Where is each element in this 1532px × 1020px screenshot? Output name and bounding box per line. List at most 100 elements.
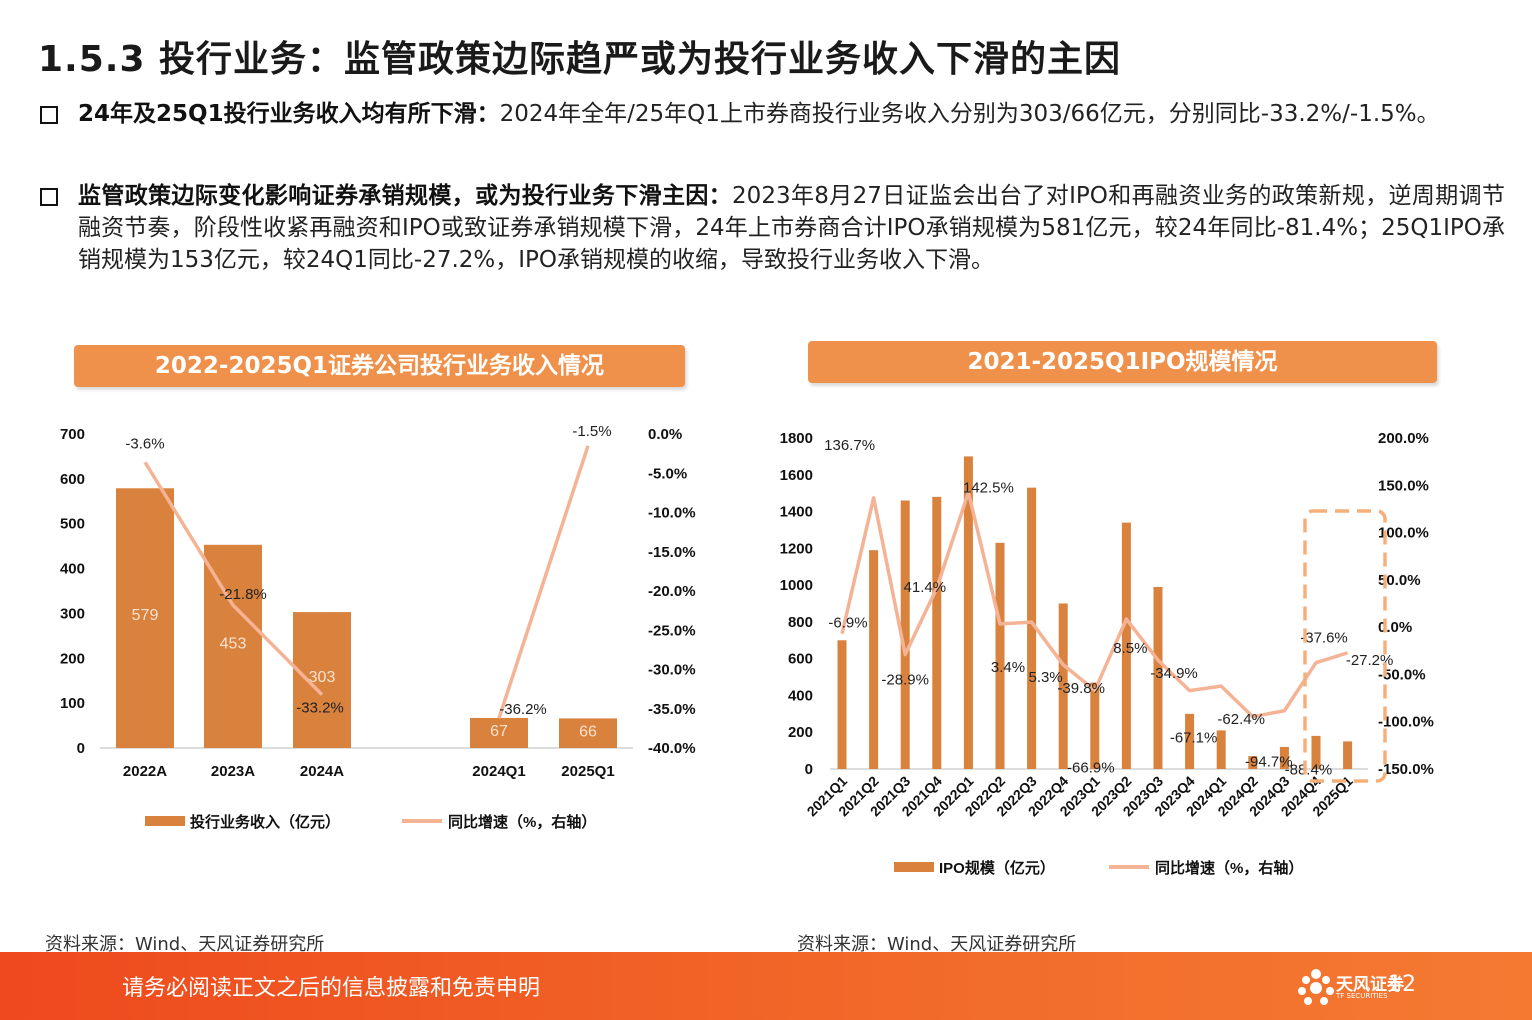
left-tick-label: 1000 xyxy=(780,577,813,594)
logo-subtext: TF SECURITIES xyxy=(1336,992,1388,1000)
legend-line-label: 同比增速（%，右轴） xyxy=(448,813,596,831)
right-tick-label: 0.0% xyxy=(648,426,682,443)
left-tick-label: 1600 xyxy=(780,467,813,484)
right-tick-label: 150.0% xyxy=(1378,477,1429,494)
right-tick-label: 50.0% xyxy=(1378,572,1421,589)
bar xyxy=(1185,713,1195,769)
bar xyxy=(293,612,351,748)
highlight-dashed-box xyxy=(1303,509,1387,783)
bar xyxy=(1027,487,1037,769)
legend-bar-swatch xyxy=(145,816,185,826)
bar xyxy=(1343,741,1353,769)
right-tick-label: -50.0% xyxy=(1378,666,1426,683)
x-tick-label: 2024A xyxy=(300,763,344,780)
bullet-box-icon xyxy=(40,106,58,124)
chart2-source: 资料来源：Wind、天风证券研究所 xyxy=(797,934,1077,955)
right-tick-label: 0.0% xyxy=(1378,619,1412,636)
line-value-label: -3.6% xyxy=(125,435,164,452)
footer-disclaimer: 请务必阅读正文之后的信息披露和免责申明 xyxy=(122,976,541,1001)
tf-logo-icon xyxy=(1298,969,1334,1005)
right-tick-label: -20.0% xyxy=(648,583,696,600)
line-value-label: 5.3% xyxy=(1028,669,1062,686)
chart1-source: 资料来源：Wind、天风证券研究所 xyxy=(45,934,325,955)
bar xyxy=(1090,682,1100,769)
line-series xyxy=(840,490,1349,719)
line-value-label: -33.2% xyxy=(296,700,344,717)
bar xyxy=(1248,756,1258,769)
bar xyxy=(1058,603,1068,769)
bar xyxy=(116,488,174,748)
bar xyxy=(1153,586,1163,769)
left-tick-label: 0 xyxy=(77,740,85,757)
line-value-label: 136.7% xyxy=(824,437,875,454)
left-tick-label: 500 xyxy=(60,516,85,533)
x-tick-label: 2025Q1 xyxy=(561,763,614,780)
left-tick-label: 0 xyxy=(805,761,813,778)
bar xyxy=(559,718,617,748)
bar xyxy=(963,456,973,769)
bar xyxy=(1121,522,1131,769)
line-value-label: -27.2% xyxy=(1346,652,1394,669)
bar xyxy=(995,542,1005,769)
bar-value-label: 579 xyxy=(132,607,159,624)
legend-bar-swatch xyxy=(894,862,934,872)
bar xyxy=(1216,730,1226,769)
bar xyxy=(869,550,879,769)
right-tick-label: -25.0% xyxy=(648,622,696,639)
line-value-label: -6.9% xyxy=(828,615,867,632)
bar xyxy=(1311,735,1321,769)
right-tick-label: -5.0% xyxy=(648,465,687,482)
right-tick-label: 100.0% xyxy=(1378,525,1429,542)
chart1-svg: 0 100 200 300 400 500 600 700 -40.0% -35.0% -30.0%… xyxy=(60,423,696,831)
right-tick-label: 200.0% xyxy=(1378,430,1429,447)
line-value-label: -66.9% xyxy=(1067,759,1115,776)
legend-line-label: 同比增速（%，右轴） xyxy=(1155,859,1303,877)
right-tick-label: -100.0% xyxy=(1378,714,1434,731)
right-tick-label: -30.0% xyxy=(648,662,696,679)
right-tick-label: -150.0% xyxy=(1378,761,1434,778)
line-value-label: -37.6% xyxy=(1300,630,1348,647)
bar-value-label: 303 xyxy=(309,669,336,686)
bar xyxy=(837,640,847,769)
bar xyxy=(900,500,910,769)
bullet-2-bold: 监管政策边际变化影响证券承销规模，或为投行业务下滑主因： xyxy=(78,183,733,209)
footer-bar: 请务必阅读正文之后的信息披露和免责申明 天风证券 TF SECURITIES 1… xyxy=(0,952,1532,1020)
legend-bar-label: IPO规模（亿元） xyxy=(939,859,1055,877)
bar xyxy=(470,717,528,748)
left-tick-label: 200 xyxy=(788,724,813,741)
logo-text: 天风证券 xyxy=(1336,975,1404,995)
bar-value-label: 67 xyxy=(490,723,508,740)
left-tick-label: 100 xyxy=(60,695,85,712)
bullet-box-icon xyxy=(40,188,58,206)
right-tick-label: -40.0% xyxy=(648,740,696,757)
left-tick-label: 600 xyxy=(788,651,813,668)
line-value-label: -88.4% xyxy=(1285,762,1333,779)
bar xyxy=(932,496,942,769)
line-series-segment xyxy=(497,445,590,719)
left-tick-label: 400 xyxy=(788,687,813,704)
bullet-2: 监管政策边际变化影响证券承销规模，或为投行业务下滑主因：2023年8月27日证监… xyxy=(40,180,1505,276)
bullet-1: 24年及25Q1投行业务收入均有所下滑：2024年全年/25年Q1上市券商投行业… xyxy=(40,98,1505,130)
bar xyxy=(1279,746,1289,769)
bar-value-label: 453 xyxy=(220,635,247,652)
page-number: 12 xyxy=(1388,972,1416,997)
bar xyxy=(204,544,262,748)
line-value-label: -67.1% xyxy=(1170,730,1218,747)
legend-bar-label: 投行业务收入（亿元） xyxy=(190,813,340,831)
bullet-1-bold: 24年及25Q1投行业务收入均有所下滑： xyxy=(78,101,500,127)
line-value-label: -39.8% xyxy=(1057,680,1105,697)
line-value-label: -34.9% xyxy=(1150,665,1198,682)
left-tick-label: 400 xyxy=(60,561,85,578)
left-tick-label: 200 xyxy=(60,650,85,667)
x-tick-label: 2024Q1 xyxy=(472,763,525,780)
line-value-label: 8.5% xyxy=(1113,640,1147,657)
bullet-2-text: 2023年8月27日证监会出台了对IPO和再融资业务的政策新规，逆周期调节融资节… xyxy=(78,183,1505,273)
left-tick-label: 800 xyxy=(788,614,813,631)
line-value-label: 3.4% xyxy=(991,659,1025,676)
left-tick-label: 600 xyxy=(60,471,85,488)
left-tick-label: 1800 xyxy=(780,430,813,447)
line-series-segment xyxy=(143,461,324,696)
left-tick-label: 300 xyxy=(60,605,85,622)
chart2-svg: 0 200 400 600 800 1000 1200 1400 1600 1800 -150.0%… xyxy=(780,430,1434,877)
right-tick-label: -10.0% xyxy=(648,505,696,522)
